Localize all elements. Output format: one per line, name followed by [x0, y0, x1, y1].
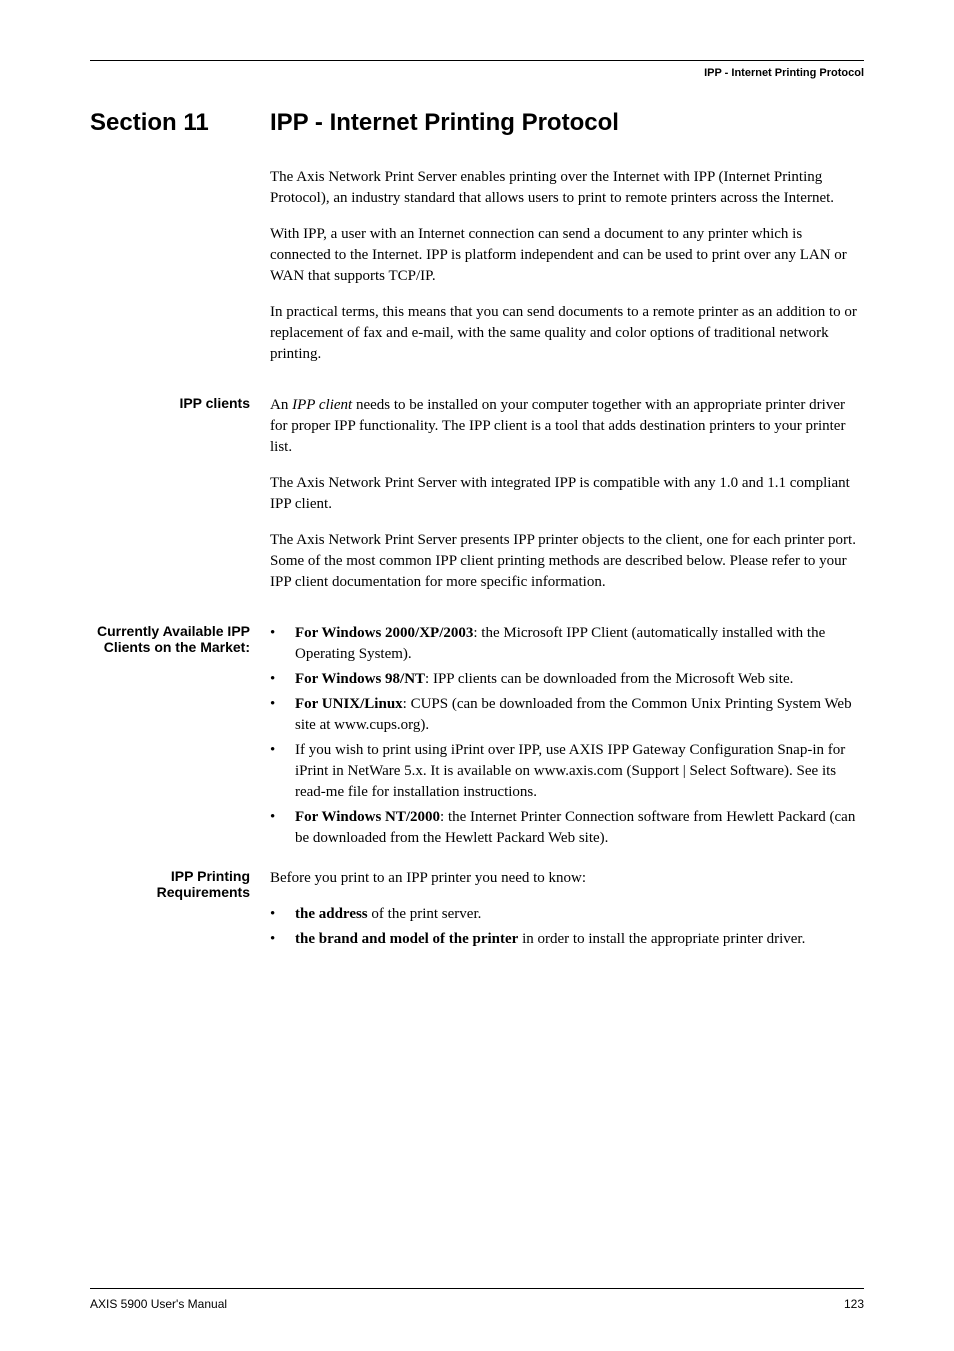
list-item: • For Windows 98/NT: IPP clients can be …	[270, 669, 864, 690]
requirements-list: • the address of the print server. • the…	[270, 904, 864, 950]
bullet-rest: : IPP clients can be downloaded from the…	[425, 671, 793, 687]
intro-p2: With IPP, a user with an Internet connec…	[270, 224, 864, 287]
bullet-bold: For Windows NT/2000	[295, 809, 440, 825]
bullet-bold: For Windows 2000/XP/2003	[295, 625, 473, 641]
list-item: • the brand and model of the printer in …	[270, 929, 864, 950]
bullet-icon: •	[270, 904, 295, 925]
bullet-bold: the address	[295, 906, 368, 922]
intro-p1: The Axis Network Print Server enables pr…	[270, 167, 864, 209]
ipp-clients-p1: An IPP client needs to be installed on y…	[270, 395, 864, 458]
page-footer: AXIS 5900 User's Manual 123	[90, 1288, 864, 1311]
available-clients-label-l2: Clients on the Market:	[90, 639, 250, 655]
requirements-label: IPP Printing Requirements	[90, 868, 270, 954]
available-clients-text: • For Windows 2000/XP/2003: the Microsof…	[270, 623, 864, 853]
bullet-text: the address of the print server.	[295, 904, 864, 925]
bullet-text: the brand and model of the printer in or…	[295, 929, 864, 950]
list-item: • For Windows 2000/XP/2003: the Microsof…	[270, 623, 864, 665]
list-item: • If you wish to print using iPrint over…	[270, 740, 864, 803]
list-item: • the address of the print server.	[270, 904, 864, 925]
ipp-clients-p2: The Axis Network Print Server with integ…	[270, 473, 864, 515]
footer-content: AXIS 5900 User's Manual 123	[90, 1297, 864, 1311]
footer-rule	[90, 1288, 864, 1289]
bullet-icon: •	[270, 740, 295, 803]
bullet-icon: •	[270, 929, 295, 950]
bullet-text: If you wish to print using iPrint over I…	[295, 740, 864, 803]
ipp-clients-p1-post: needs to be installed on your computer t…	[270, 397, 845, 455]
ipp-clients-p1-pre: An	[270, 397, 292, 413]
header-rule	[90, 60, 864, 61]
requirements-label-l2: Requirements	[90, 884, 250, 900]
bullet-rest: in order to install the appropriate prin…	[518, 931, 805, 947]
bullet-icon: •	[270, 669, 295, 690]
intro-side-label	[90, 167, 270, 380]
requirements-intro: Before you print to an IPP printer you n…	[270, 868, 864, 889]
ipp-clients-label: IPP clients	[90, 395, 270, 608]
bullet-text: For UNIX/Linux: CUPS (can be downloaded …	[295, 694, 864, 736]
intro-block: The Axis Network Print Server enables pr…	[90, 167, 864, 380]
bullet-text: For Windows 98/NT: IPP clients can be do…	[295, 669, 864, 690]
available-clients-label: Currently Available IPP Clients on the M…	[90, 623, 270, 853]
section-title: IPP - Internet Printing Protocol	[270, 109, 619, 137]
footer-page-number: 123	[844, 1297, 864, 1311]
list-item: • For Windows NT/2000: the Internet Prin…	[270, 807, 864, 849]
ipp-clients-p1-italic: IPP client	[292, 397, 352, 413]
section-heading: Section 11 IPP - Internet Printing Proto…	[90, 109, 864, 137]
bullet-rest: If you wish to print using iPrint over I…	[295, 742, 845, 800]
requirements-label-l1: IPP Printing	[90, 868, 250, 884]
footer-left: AXIS 5900 User's Manual	[90, 1297, 227, 1311]
available-clients-label-l1: Currently Available IPP	[90, 623, 250, 639]
bullet-bold: For UNIX/Linux	[295, 696, 403, 712]
available-clients-list: • For Windows 2000/XP/2003: the Microsof…	[270, 623, 864, 849]
requirements-text: Before you print to an IPP printer you n…	[270, 868, 864, 954]
bullet-rest: of the print server.	[368, 906, 482, 922]
available-clients-block: Currently Available IPP Clients on the M…	[90, 623, 864, 853]
requirements-block: IPP Printing Requirements Before you pri…	[90, 868, 864, 954]
bullet-text: For Windows NT/2000: the Internet Printe…	[295, 807, 864, 849]
ipp-clients-text: An IPP client needs to be installed on y…	[270, 395, 864, 608]
bullet-icon: •	[270, 694, 295, 736]
list-item: • For UNIX/Linux: CUPS (can be downloade…	[270, 694, 864, 736]
intro-text: The Axis Network Print Server enables pr…	[270, 167, 864, 380]
bullet-bold: For Windows 98/NT	[295, 671, 425, 687]
ipp-clients-block: IPP clients An IPP client needs to be in…	[90, 395, 864, 608]
bullet-icon: •	[270, 623, 295, 665]
ipp-clients-p3: The Axis Network Print Server presents I…	[270, 530, 864, 593]
section-number: Section 11	[90, 109, 270, 137]
intro-p3: In practical terms, this means that you …	[270, 302, 864, 365]
running-header: IPP - Internet Printing Protocol	[90, 67, 864, 79]
bullet-bold: the brand and model of the printer	[295, 931, 518, 947]
bullet-text: For Windows 2000/XP/2003: the Microsoft …	[295, 623, 864, 665]
bullet-icon: •	[270, 807, 295, 849]
